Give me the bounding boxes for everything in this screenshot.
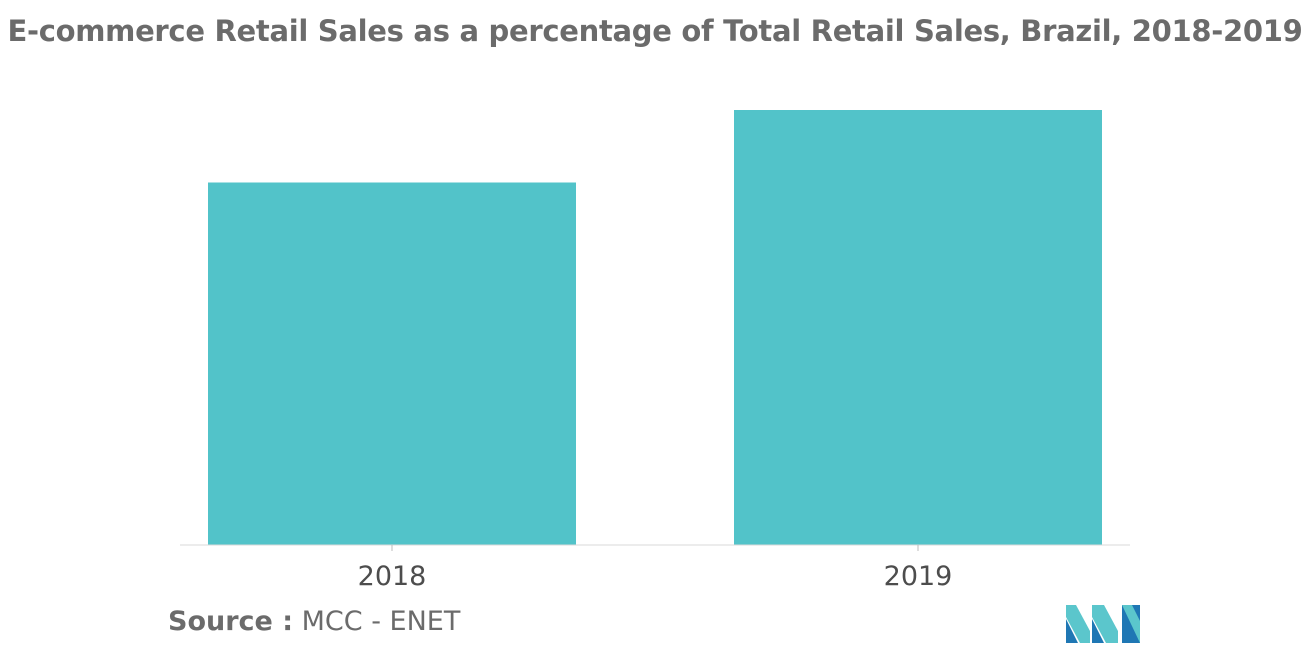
source-label: Source : [168, 606, 294, 637]
x-tick-label-2018: 2018 [358, 561, 427, 592]
bars-group [208, 110, 1102, 545]
logo-right-cut [1122, 605, 1140, 643]
logo-left-fill [1066, 619, 1078, 643]
bar-2019 [734, 110, 1102, 545]
chart-title: E-commerce Retail Sales as a percentage … [7, 14, 1303, 48]
logo-mid-shape [1092, 605, 1118, 643]
x-tick-label-2019: 2019 [884, 561, 953, 592]
mordor-intelligence-logo-icon [1066, 605, 1140, 643]
source-note: Source : MCC - ENET [168, 606, 460, 637]
logo-mid-fill [1092, 619, 1104, 643]
source-text: MCC - ENET [301, 606, 461, 637]
bar-2018 [208, 182, 576, 545]
logo-left-shape [1066, 605, 1090, 643]
x-ticks-group: 2018 2019 [358, 545, 953, 592]
